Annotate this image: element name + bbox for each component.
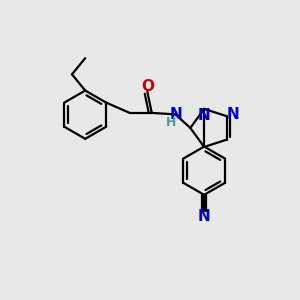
Text: H: H (166, 116, 176, 129)
Text: N: N (227, 107, 239, 122)
Text: N: N (198, 209, 211, 224)
Text: N: N (198, 108, 211, 123)
Text: N: N (169, 107, 182, 122)
Text: O: O (141, 79, 154, 94)
